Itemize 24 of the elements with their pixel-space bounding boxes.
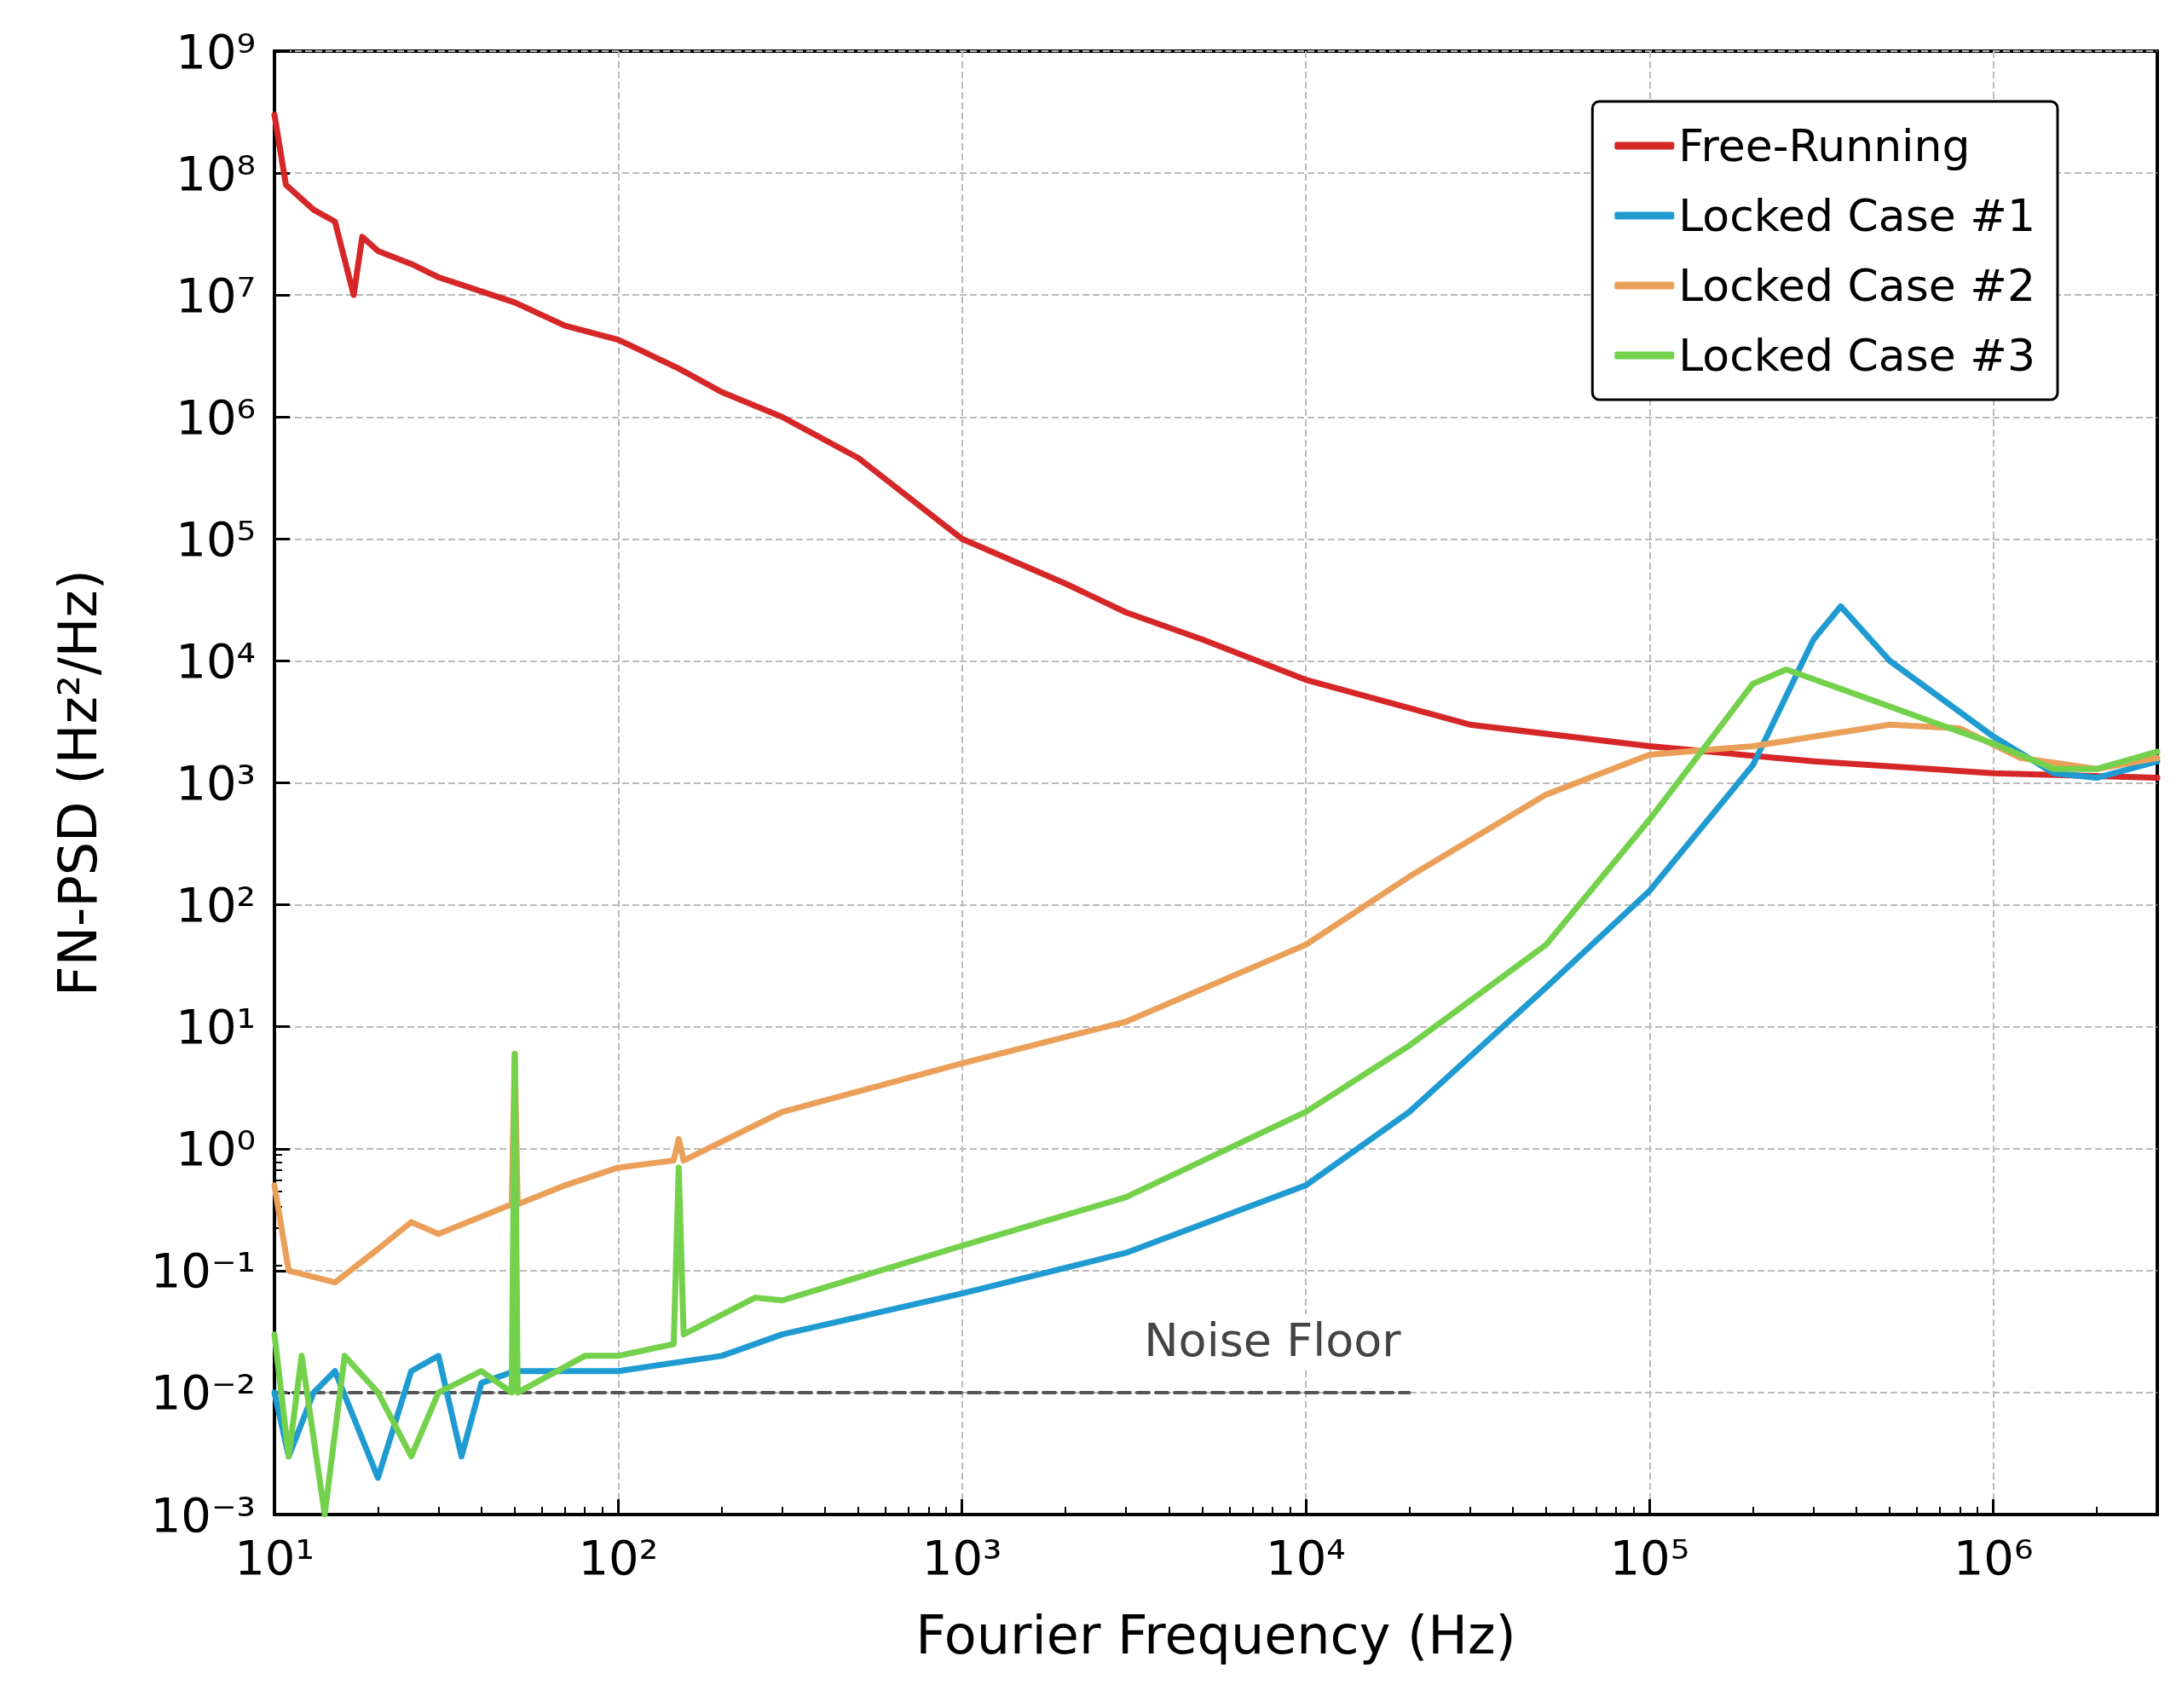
y-tick-label: 10³ <box>176 755 256 811</box>
x-tick-label: 10³ <box>921 1529 1002 1585</box>
y-tick-label: 10¹ <box>176 999 256 1055</box>
x-tick-label: 10⁶ <box>1953 1529 2034 1585</box>
legend-label: Locked Case #3 <box>1678 330 2036 381</box>
legend-label: Locked Case #2 <box>1678 260 2036 311</box>
y-tick-label: 10⁷ <box>176 267 256 323</box>
y-tick-label: 10⁸ <box>176 145 256 201</box>
y-tick-label: 10² <box>176 877 256 933</box>
y-tick-label: 10⁹ <box>176 23 256 79</box>
y-tick-label: 10⁵ <box>176 511 256 567</box>
x-tick-label: 10⁴ <box>1266 1529 1346 1585</box>
y-tick-label: 10⁻¹ <box>150 1243 256 1299</box>
x-tick-label: 10⁵ <box>1609 1529 1690 1585</box>
x-tick-label: 10² <box>578 1529 659 1585</box>
y-tick-label: 10⁻² <box>150 1365 256 1421</box>
annotation: Noise Floor <box>1144 1313 1402 1368</box>
x-axis-title: Fourier Frequency (Hz) <box>915 1603 1516 1666</box>
y-tick-label: 10⁰ <box>176 1121 256 1177</box>
legend-label: Locked Case #1 <box>1678 190 2036 241</box>
y-axis-title: FN-PSD (Hz²/Hz) <box>46 568 109 997</box>
legend-label: Free-Running <box>1678 120 1971 171</box>
y-tick-label: 10⁴ <box>176 632 256 689</box>
y-tick-label: 10⁶ <box>176 389 256 445</box>
